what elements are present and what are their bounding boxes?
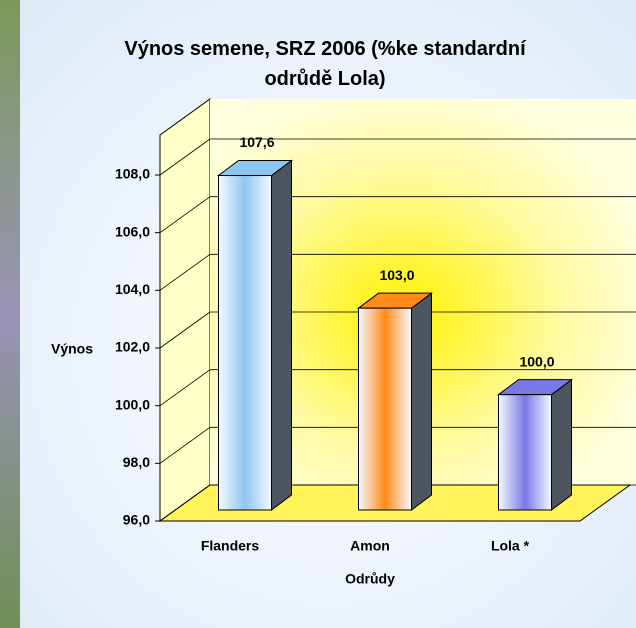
bar-side <box>552 380 572 510</box>
page: Výnos Odrůdy 96,0 98,0 100,0 102,0 104,0 106,… <box>0 0 636 628</box>
x-tick-label: Amon <box>350 538 390 554</box>
y-tick-label: 102,0 <box>115 339 150 355</box>
bar-side <box>272 161 292 510</box>
y-tick-label: 98,0 <box>123 454 150 470</box>
bar-side <box>412 293 432 510</box>
y-tick-label: 108,0 <box>115 166 150 182</box>
y-tick-label: 106,0 <box>115 223 150 239</box>
x-tick-label: Flanders <box>201 538 260 554</box>
chart-title: Výnos semene, SRZ 2006 (%ke standardní o… <box>90 34 560 94</box>
bar <box>359 308 412 510</box>
y-tick-label: 100,0 <box>115 396 150 412</box>
y-tick-label: 104,0 <box>115 281 150 297</box>
value-label: 103,0 <box>379 267 414 283</box>
value-label: 107,6 <box>239 134 274 150</box>
x-tick-label: Lola * <box>491 538 530 554</box>
bar <box>219 176 272 510</box>
chart: Výnos Odrůdy 96,0 98,0 100,0 102,0 104,0 106,… <box>0 0 636 628</box>
x-axis-label: Odrůdy <box>345 571 395 587</box>
value-label: 100,0 <box>519 353 554 369</box>
y-axis-label: Výnos <box>51 341 93 357</box>
bar <box>499 395 552 510</box>
y-tick-label: 96,0 <box>123 512 150 528</box>
